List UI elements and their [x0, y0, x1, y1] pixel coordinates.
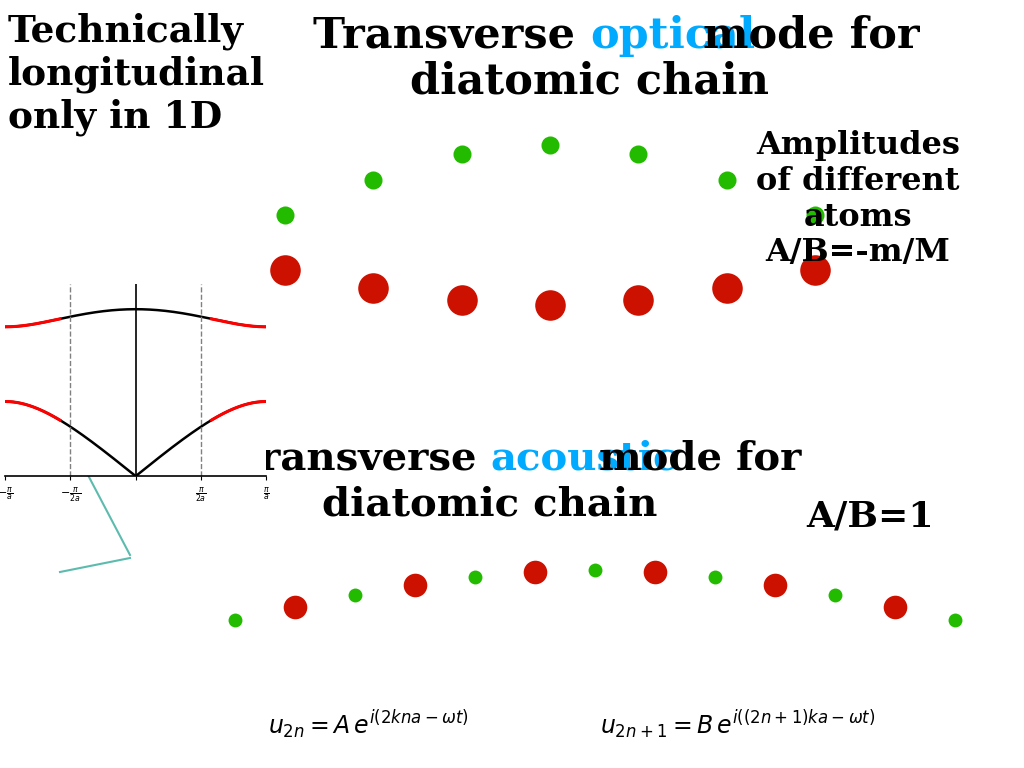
Text: Technically
longitudinal
only in 1D: Technically longitudinal only in 1D	[8, 12, 265, 136]
Text: $u_{2n+1} = B \, e^{i((2n+1)ka-\omega t)}$: $u_{2n+1} = B \, e^{i((2n+1)ka-\omega t)…	[600, 708, 876, 740]
Text: Transverse: Transverse	[231, 440, 490, 478]
Text: acoustic: acoustic	[490, 440, 678, 478]
Text: $u_{2n} = A \, e^{i(2kna-\omega t)}$: $u_{2n} = A \, e^{i(2kna-\omega t)}$	[268, 708, 469, 740]
Text: Transverse: Transverse	[313, 15, 590, 57]
Text: mode for: mode for	[585, 440, 802, 478]
Text: A/B=1: A/B=1	[806, 500, 934, 534]
Text: optical: optical	[590, 15, 756, 57]
Text: mode for: mode for	[688, 15, 920, 57]
Text: Amplitudes
of different
atoms
A/B=-m/M: Amplitudes of different atoms A/B=-m/M	[756, 130, 961, 268]
Text: diatomic chain: diatomic chain	[411, 60, 769, 102]
Text: diatomic chain: diatomic chain	[323, 485, 657, 523]
